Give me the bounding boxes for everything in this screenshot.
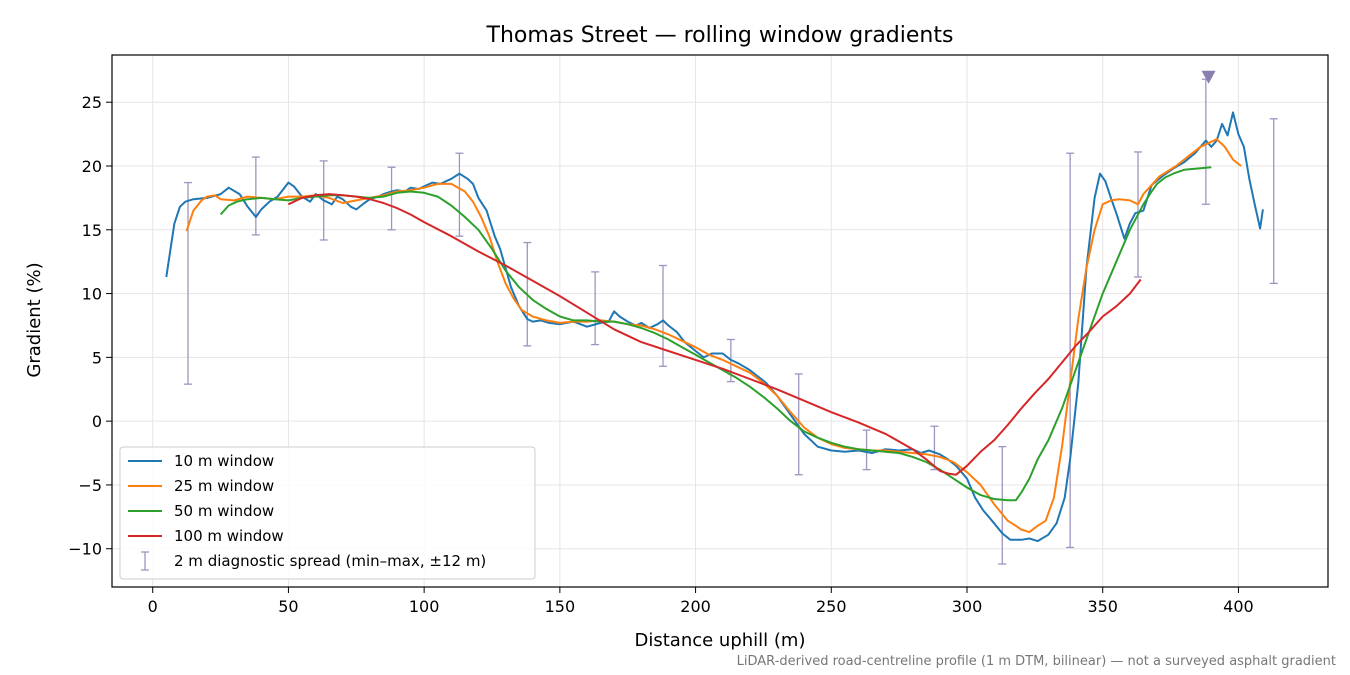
- y-axis-title: Gradient (%): [24, 262, 45, 377]
- error-bar: [387, 166, 396, 231]
- series-lines: [165, 111, 1264, 543]
- x-tick-label: 350: [1087, 597, 1118, 616]
- legend-label: 25 m window: [174, 477, 274, 495]
- error-bar: [794, 373, 803, 476]
- error-bar: [591, 271, 600, 346]
- marker-layer: [1201, 70, 1216, 84]
- y-tick-label: −10: [68, 540, 102, 559]
- x-tick-label: 300: [952, 597, 983, 616]
- grid-lines: [112, 55, 1328, 587]
- series-line-100-m-window: [287, 193, 1142, 476]
- y-tick-label: 20: [82, 157, 102, 176]
- series-line-10-m-window: [165, 111, 1264, 543]
- x-tick-label: 250: [816, 597, 847, 616]
- legend: 10 m window 25 m window 50 m window 100 m w…: [119, 446, 536, 580]
- plot-frame: [111, 54, 1329, 588]
- y-tick-label: 15: [82, 221, 102, 240]
- y-tick-label: 0: [92, 412, 102, 431]
- y-tick-label: 10: [82, 285, 102, 304]
- y-tick-label: −5: [78, 476, 102, 495]
- legend-label: 10 m window: [174, 452, 274, 470]
- chart-title: Thomas Street — rolling window gradients: [486, 23, 954, 48]
- error-bar: [1269, 118, 1278, 285]
- x-tick-label: 200: [680, 597, 711, 616]
- legend-label: 100 m window: [174, 527, 284, 545]
- error-bar: [184, 181, 192, 385]
- error-bar: [251, 156, 260, 236]
- x-tick-label: 0: [148, 597, 158, 616]
- max-marker: [1201, 70, 1216, 84]
- x-axis-title: Distance uphill (m): [635, 630, 806, 651]
- series-line-50-m-window: [219, 166, 1212, 502]
- error-bar: [998, 446, 1007, 565]
- y-tick-label: 5: [92, 348, 102, 367]
- x-tick-label: 150: [545, 597, 576, 616]
- legend-box: [119, 446, 536, 580]
- error-bar: [455, 152, 464, 237]
- y-tick-label: 25: [82, 93, 102, 112]
- axis-ticks: 0 50 100 150 200 250 300 350 400 −10 −5 0 5 10 15 20 25: [68, 93, 1253, 616]
- legend-label: 2 m diagnostic spread (min–max, ±12 m): [174, 552, 486, 570]
- x-tick-label: 400: [1223, 597, 1254, 616]
- x-tick-label: 100: [409, 597, 440, 616]
- footnote: LiDAR-derived road-centreline profile (1…: [737, 654, 1336, 669]
- error-bar: [1066, 152, 1075, 549]
- x-tick-label: 50: [278, 597, 298, 616]
- legend-label: 50 m window: [174, 502, 274, 520]
